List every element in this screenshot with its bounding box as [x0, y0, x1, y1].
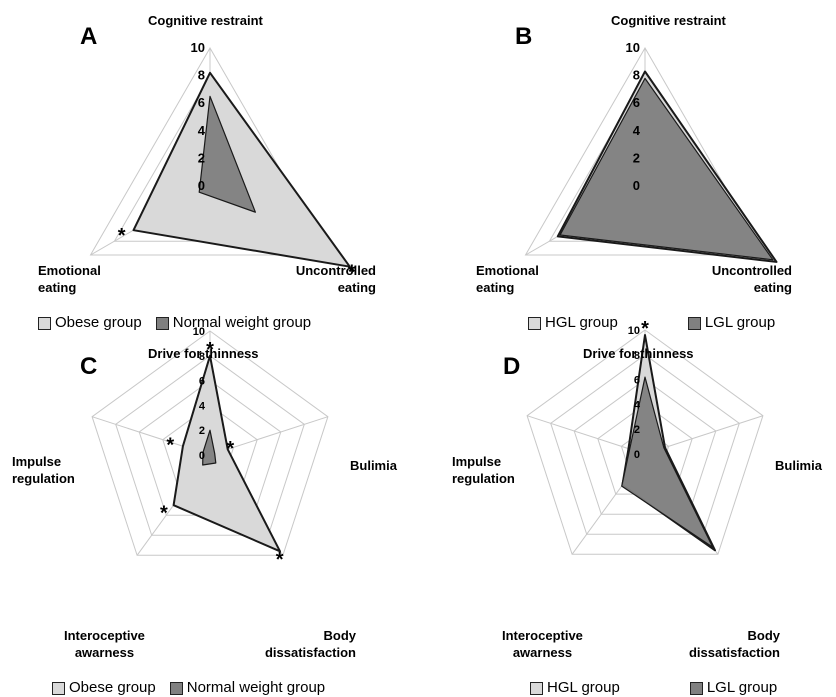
tick-label: 10 [191, 40, 205, 55]
axis-label-uncontrolled-eating: Uncontrolled eating [280, 262, 376, 296]
tick-label: 10 [626, 40, 640, 55]
legend-swatch [528, 317, 541, 330]
legend: Obese group Normal weight group [52, 679, 325, 697]
tick-label: 4 [199, 400, 206, 412]
tick-label: 2 [199, 425, 205, 437]
legend-label: Obese group [69, 679, 156, 697]
legend-item: Normal weight group [170, 679, 325, 697]
axis-label-emotional-eating: Emotional eating [476, 262, 539, 296]
legend: HGL group LGL group [530, 679, 777, 697]
legend-swatch [688, 317, 701, 330]
legend: Obese group Normal weight group [38, 314, 311, 332]
significance-marker: * [276, 549, 284, 571]
axis-label-drive-for-thinness: Drive for thinness [583, 345, 694, 362]
legend-item: HGL group [528, 314, 618, 332]
tick-label: 8 [198, 68, 205, 83]
axis-label-bulimia: Bulimia [350, 457, 397, 474]
panel-d: D 0 2 4 6 8 10 * Drive for thinness Bulimia Bo… [418, 345, 836, 697]
tick-label: 4 [634, 399, 641, 411]
legend-swatch [52, 682, 65, 695]
legend-item: Obese group [38, 314, 142, 332]
tick-label: 8 [633, 68, 640, 83]
axis-label-cognitive-restraint: Cognitive restraint [611, 12, 726, 29]
tick-label: 2 [634, 424, 640, 436]
tick-label: 6 [634, 375, 640, 387]
significance-marker: * [641, 318, 649, 340]
axis-label-interoceptive-awarness: Interoceptive awarness [502, 627, 583, 661]
legend-label: Normal weight group [187, 679, 325, 697]
legend-label: Obese group [55, 314, 142, 332]
legend: HGL group LGL group [528, 314, 775, 332]
tick-label: 0 [199, 450, 205, 462]
axis-label-impulse-regulation: Impulse regulation [452, 453, 515, 487]
axis-label-body-dissatisfaction: Body dissatisfaction [684, 627, 780, 661]
significance-marker: * [160, 503, 168, 525]
tick-label: 0 [633, 178, 640, 193]
legend-item: Normal weight group [156, 314, 311, 332]
tick-label: 0 [198, 178, 205, 193]
tick-label: 4 [198, 123, 206, 138]
axis-label-body-dissatisfaction: Body dissatisfaction [260, 627, 356, 661]
axis-label-cognitive-restraint: Cognitive restraint [148, 12, 263, 29]
tick-label: 2 [198, 150, 205, 165]
axis-label-impulse-regulation: Impulse regulation [12, 453, 75, 487]
axis-label-emotional-eating: Emotional eating [38, 262, 101, 296]
significance-marker: * [118, 225, 126, 247]
tick-label: 6 [199, 376, 205, 388]
axis-spoke [527, 416, 645, 454]
legend-swatch [38, 317, 51, 330]
tick-label: 10 [193, 326, 205, 338]
tick-label: 4 [633, 123, 641, 138]
legend-label: LGL group [707, 679, 777, 697]
legend-item: HGL group [530, 679, 620, 697]
tick-label: 6 [198, 95, 205, 110]
panel-b: B 0 2 4 6 8 10 Cognitive restraint Uncontroll… [418, 0, 836, 345]
legend-swatch [690, 682, 703, 695]
significance-marker: * [226, 438, 234, 460]
legend-item: LGL group [688, 314, 775, 332]
legend-item: Obese group [52, 679, 156, 697]
legend-label: HGL group [547, 679, 620, 697]
legend-label: LGL group [705, 314, 775, 332]
legend-label: HGL group [545, 314, 618, 332]
axis-label-interoceptive-awarness: Interoceptive awarness [64, 627, 145, 661]
axis-label-drive-for-thinness: Drive for thinness [148, 345, 259, 362]
legend-item: LGL group [690, 679, 777, 697]
legend-swatch [170, 682, 183, 695]
tick-label: 2 [633, 150, 640, 165]
tick-label: 0 [634, 449, 640, 461]
tick-label: 10 [628, 325, 640, 337]
axis-label-bulimia: Bulimia [775, 457, 822, 474]
panel-c: C 0 2 4 6 8 10 * * * * * Drive for thinness Bulimi… [0, 345, 418, 697]
panel-a: A 0 2 4 6 8 10 * * Cognitive restraint Uncontro… [0, 0, 418, 345]
legend-swatch [156, 317, 169, 330]
significance-marker: * [166, 435, 174, 457]
legend-swatch [530, 682, 543, 695]
tick-label: 6 [633, 95, 640, 110]
axis-label-uncontrolled-eating: Uncontrolled eating [696, 262, 792, 296]
